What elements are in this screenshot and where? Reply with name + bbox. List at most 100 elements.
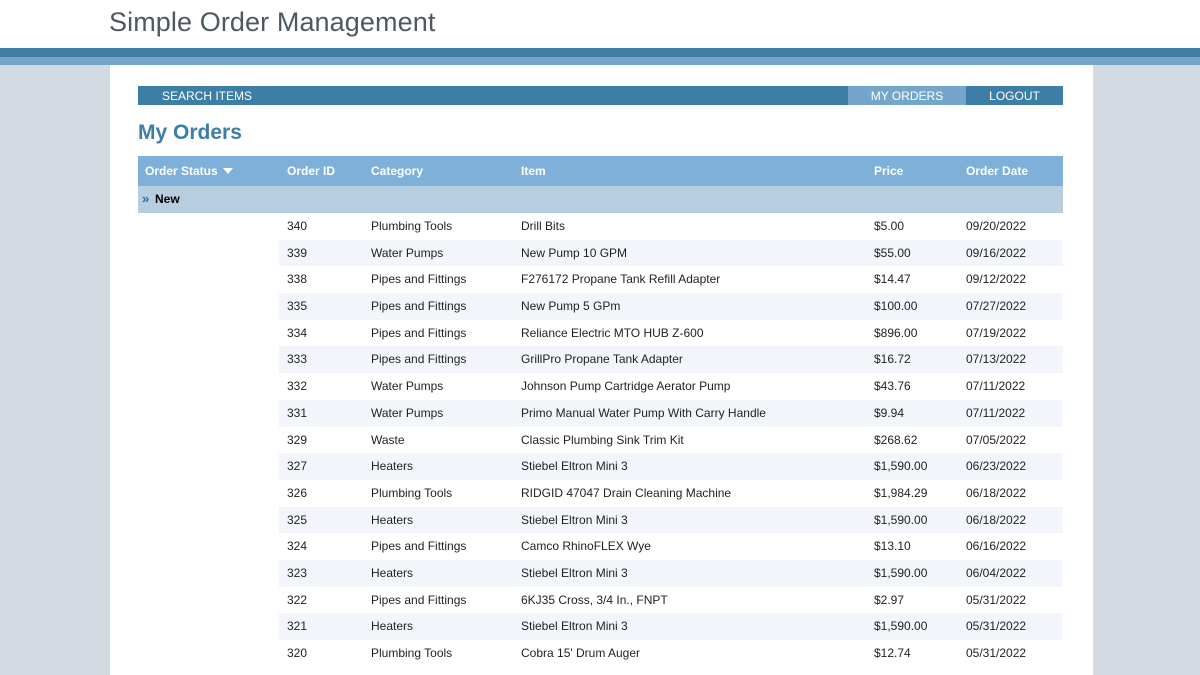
- cell-order-id: 338: [287, 272, 308, 287]
- cell-item: New Pump 10 GPM: [521, 245, 628, 260]
- cell-item: Johnson Pump Cartridge Aerator Pump: [521, 379, 731, 394]
- cell-category: Heaters: [371, 565, 414, 580]
- cell-item: Camco RhinoFLEX Wye: [521, 539, 651, 554]
- cell-order-id: 324: [287, 539, 308, 554]
- table-row[interactable]: 322 Pipes and Fittings 6KJ35 Cross, 3/4 …: [138, 586, 1063, 614]
- cell-order-id: 322: [287, 592, 308, 607]
- table-row[interactable]: 334 Pipes and Fittings Reliance Electric…: [138, 319, 1063, 347]
- cell-order-date: 07/19/2022: [966, 325, 1027, 340]
- header-order-id[interactable]: Order ID: [287, 164, 336, 178]
- cell-order-id: 335: [287, 299, 308, 314]
- cell-order-date: 05/31/2022: [966, 592, 1027, 607]
- cell-item: Reliance Electric MTO HUB Z-600: [521, 325, 704, 340]
- cell-category: Pipes and Fittings: [371, 325, 467, 340]
- table-row[interactable]: 325 Heaters Stiebel Eltron Mini 3 $1,590…: [138, 506, 1063, 534]
- table-row[interactable]: 320 Plumbing Tools Cobra 15' Drum Auger …: [138, 640, 1063, 667]
- cell-order-date: 09/12/2022: [966, 272, 1027, 287]
- header-order-status[interactable]: Order Status: [145, 156, 233, 186]
- table-row[interactable]: 324 Pipes and Fittings Camco RhinoFLEX W…: [138, 533, 1063, 560]
- cell-item: Stiebel Eltron Mini 3: [521, 459, 628, 474]
- cell-item: Stiebel Eltron Mini 3: [521, 565, 628, 580]
- table-header: Order Status Order ID Category Item Pric…: [138, 156, 1063, 186]
- table-row[interactable]: 327 Heaters Stiebel Eltron Mini 3 $1,590…: [138, 453, 1063, 480]
- table-row[interactable]: 323 Heaters Stiebel Eltron Mini 3 $1,590…: [138, 559, 1063, 587]
- cell-price: $9.94: [874, 405, 905, 420]
- cell-order-id: 339: [287, 245, 308, 260]
- cell-order-date: 06/18/2022: [966, 485, 1027, 500]
- cell-order-id: 320: [287, 646, 308, 660]
- page-title: My Orders: [138, 121, 242, 144]
- cell-category: Pipes and Fittings: [371, 352, 467, 367]
- header-order-date[interactable]: Order Date: [966, 164, 1029, 178]
- cell-order-id: 332: [287, 379, 308, 394]
- cell-order-id: 333: [287, 352, 308, 367]
- cell-order-date: 09/20/2022: [966, 219, 1027, 233]
- cell-category: Heaters: [371, 512, 414, 527]
- cell-order-id: 340: [287, 219, 308, 233]
- cell-price: $12.74: [874, 646, 911, 660]
- cell-order-id: 329: [287, 432, 308, 447]
- cell-order-date: 06/23/2022: [966, 459, 1027, 474]
- nav-bar: SEARCH ITEMS MY ORDERS LOGOUT: [138, 86, 1063, 105]
- cell-order-id: 334: [287, 325, 308, 340]
- cell-category: Heaters: [371, 459, 414, 474]
- cell-item: Stiebel Eltron Mini 3: [521, 512, 628, 527]
- cell-category: Pipes and Fittings: [371, 272, 467, 287]
- cell-item: 6KJ35 Cross, 3/4 In., FNPT: [521, 592, 668, 607]
- table-row[interactable]: 339 Water Pumps New Pump 10 GPM $55.00 0…: [138, 239, 1063, 267]
- group-row-new[interactable]: » New: [138, 186, 1063, 213]
- header-category[interactable]: Category: [371, 164, 424, 178]
- header-item[interactable]: Item: [521, 164, 546, 178]
- header-order-status-label: Order Status: [145, 164, 218, 178]
- cell-order-id: 326: [287, 485, 308, 500]
- cell-order-id: 327: [287, 459, 308, 474]
- cell-price: $2.97: [874, 592, 905, 607]
- cell-item: F276172 Propane Tank Refill Adapter: [521, 272, 721, 287]
- cell-price: $1,590.00: [874, 512, 928, 527]
- cell-order-id: 331: [287, 405, 308, 420]
- cell-item: GrillPro Propane Tank Adapter: [521, 352, 683, 367]
- cell-order-id: 325: [287, 512, 308, 527]
- header-price[interactable]: Price: [874, 164, 904, 178]
- cell-order-date: 06/18/2022: [966, 512, 1027, 527]
- cell-order-date: 09/16/2022: [966, 245, 1027, 260]
- cell-order-date: 07/13/2022: [966, 352, 1027, 367]
- cell-category: Pipes and Fittings: [371, 539, 467, 554]
- cell-item: Cobra 15' Drum Auger: [521, 646, 641, 660]
- cell-category: Waste: [371, 432, 405, 447]
- main-panel: SEARCH ITEMS MY ORDERS LOGOUT My Orders …: [110, 65, 1093, 675]
- cell-price: $43.76: [874, 379, 911, 394]
- cell-category: Plumbing Tools: [371, 219, 453, 233]
- cell-price: $5.00: [874, 219, 905, 233]
- cell-price: $55.00: [874, 245, 911, 260]
- nav-search-items[interactable]: SEARCH ITEMS: [162, 89, 253, 103]
- table-row[interactable]: 335 Pipes and Fittings New Pump 5 GPm $1…: [138, 293, 1063, 320]
- table-row[interactable]: 321 Heaters Stiebel Eltron Mini 3 $1,590…: [138, 613, 1063, 640]
- nav-logout[interactable]: LOGOUT: [989, 89, 1040, 103]
- cell-category: Water Pumps: [371, 245, 444, 260]
- group-label: New: [155, 192, 180, 206]
- table-row[interactable]: 326 Plumbing Tools RIDGID 47047 Drain Cl…: [138, 479, 1063, 507]
- cell-order-date: 07/27/2022: [966, 299, 1027, 314]
- table-row[interactable]: 340 Plumbing Tools Drill Bits $5.00 09/2…: [138, 213, 1063, 240]
- table-body: 340 Plumbing Tools Drill Bits $5.00 09/2…: [138, 213, 1063, 667]
- cell-category: Pipes and Fittings: [371, 592, 467, 607]
- cell-item: Stiebel Eltron Mini 3: [521, 619, 628, 634]
- cell-order-date: 06/04/2022: [966, 565, 1027, 580]
- header-band-light: [0, 57, 1200, 65]
- cell-item: Primo Manual Water Pump With Carry Handl…: [521, 405, 766, 420]
- cell-category: Plumbing Tools: [371, 646, 453, 660]
- table-row[interactable]: 332 Water Pumps Johnson Pump Cartridge A…: [138, 373, 1063, 400]
- app-title: Simple Order Management: [109, 7, 436, 37]
- table-row[interactable]: 333 Pipes and Fittings GrillPro Propane …: [138, 346, 1063, 374]
- cell-price: $16.72: [874, 352, 911, 367]
- table-row[interactable]: 331 Water Pumps Primo Manual Water Pump …: [138, 399, 1063, 427]
- table-row[interactable]: 329 Waste Classic Plumbing Sink Trim Kit…: [138, 426, 1063, 454]
- top-bar: Simple Order Management: [0, 0, 1200, 48]
- cell-price: $1,984.29: [874, 485, 928, 500]
- caret-down-icon: [222, 168, 233, 174]
- table-row[interactable]: 338 Pipes and Fittings F276172 Propane T…: [138, 266, 1063, 294]
- nav-my-orders[interactable]: MY ORDERS: [848, 86, 966, 105]
- cell-category: Water Pumps: [371, 379, 444, 394]
- cell-price: $1,590.00: [874, 565, 928, 580]
